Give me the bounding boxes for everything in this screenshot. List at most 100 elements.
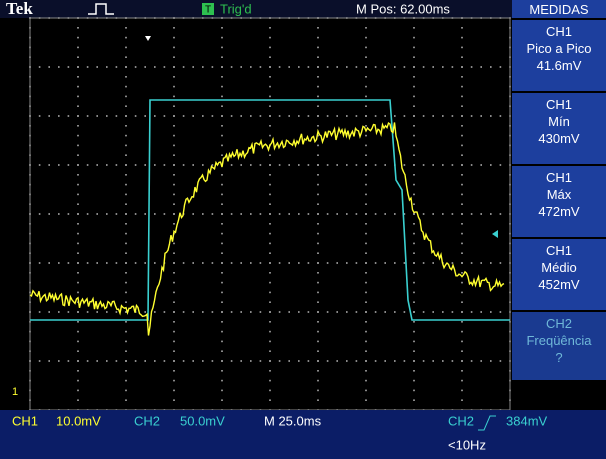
grid-dot (77, 194, 79, 196)
grid-dot (365, 145, 367, 147)
grid-dot (413, 341, 415, 343)
grid-dot (413, 105, 415, 107)
grid-dot (154, 164, 156, 166)
grid-dot (413, 390, 415, 392)
grid-dot (125, 194, 127, 196)
grid-dot (269, 223, 271, 225)
grid-dot (365, 203, 367, 205)
grid-dot (144, 66, 146, 68)
grid-dot (413, 262, 415, 264)
grid-dot (298, 311, 300, 313)
grid-dot (183, 360, 185, 362)
grid-dot (279, 115, 281, 117)
grid-dot (317, 86, 319, 88)
grid-dot (77, 370, 79, 372)
grid-dot (96, 164, 98, 166)
grid-dot (279, 213, 281, 215)
grid-dot (269, 390, 271, 392)
grid-dot (173, 262, 175, 264)
grid-dot (221, 174, 223, 176)
measure-channel: CH1 (512, 23, 606, 40)
grid-dot (173, 76, 175, 78)
grid-dot (58, 360, 60, 362)
grid-dot (365, 252, 367, 254)
grid-dot (461, 399, 463, 401)
grid-dot (68, 164, 70, 166)
measure-value: 452mV (512, 276, 606, 293)
grid-dot (480, 360, 482, 362)
grid-dot (461, 76, 463, 78)
grid-dot (221, 301, 223, 303)
grid-dot (173, 86, 175, 88)
grid-dot (221, 252, 223, 254)
grid-dot (77, 252, 79, 254)
grid-dot (384, 164, 386, 166)
grid-dot (317, 184, 319, 186)
grid-dot (461, 331, 463, 333)
grid-dot (471, 262, 473, 264)
grid-dot (269, 203, 271, 205)
grid-dot (461, 145, 463, 147)
grid-dot (298, 262, 300, 264)
grid-dot (413, 252, 415, 254)
grid-dot (461, 321, 463, 323)
position: M Pos: 62.00ms (356, 1, 450, 16)
grid-dot (404, 115, 406, 117)
grid-dot (87, 115, 89, 117)
grid-dot (336, 262, 338, 264)
measure-channel: CH1 (512, 169, 606, 186)
grid-dot (317, 292, 319, 294)
grid-dot (365, 272, 367, 274)
grid-dot (346, 213, 348, 215)
grid-dot (480, 115, 482, 117)
grid-dot (125, 203, 127, 205)
grid-dot (250, 164, 252, 166)
grid-dot (250, 262, 252, 264)
grid-dot (221, 213, 223, 215)
grid-dot (413, 47, 415, 49)
grid-dot (48, 360, 50, 362)
grid-dot (240, 311, 242, 313)
grid-dot (231, 66, 233, 68)
grid-dot (250, 115, 252, 117)
grid-dot (221, 233, 223, 235)
grid-dot (279, 311, 281, 313)
grid-dot (77, 311, 79, 313)
grid-dot (164, 115, 166, 117)
grid-dot (327, 213, 329, 215)
grid-dot (471, 360, 473, 362)
grid-dot (260, 66, 262, 68)
grid-dot (125, 399, 127, 401)
grid-dot (173, 399, 175, 401)
grid-dot (77, 390, 79, 392)
grid-dot (125, 380, 127, 382)
grid-dot (365, 350, 367, 352)
grid-dot (212, 360, 214, 362)
grid-dot (413, 154, 415, 156)
grid-dot (39, 66, 41, 68)
grid-dot (192, 115, 194, 117)
grid-dot (173, 390, 175, 392)
grid-dot (269, 341, 271, 343)
grid-dot (346, 164, 348, 166)
grid-dot (106, 213, 108, 215)
grid-dot (269, 66, 271, 68)
grid-dot (279, 262, 281, 264)
grid-dot (461, 272, 463, 274)
grid-dot (269, 282, 271, 284)
grid-dot (202, 311, 204, 313)
grid-dot (87, 66, 89, 68)
grid-dot (48, 262, 50, 264)
measure-name: Máx (512, 186, 606, 203)
grid-dot (317, 203, 319, 205)
grid-dot (135, 115, 137, 117)
grid-dot (327, 66, 329, 68)
grid-dot (221, 47, 223, 49)
grid-dot (327, 311, 329, 313)
grid-dot (173, 331, 175, 333)
grid-dot (317, 243, 319, 245)
grid-dot (221, 360, 223, 362)
grid-dot (365, 282, 367, 284)
